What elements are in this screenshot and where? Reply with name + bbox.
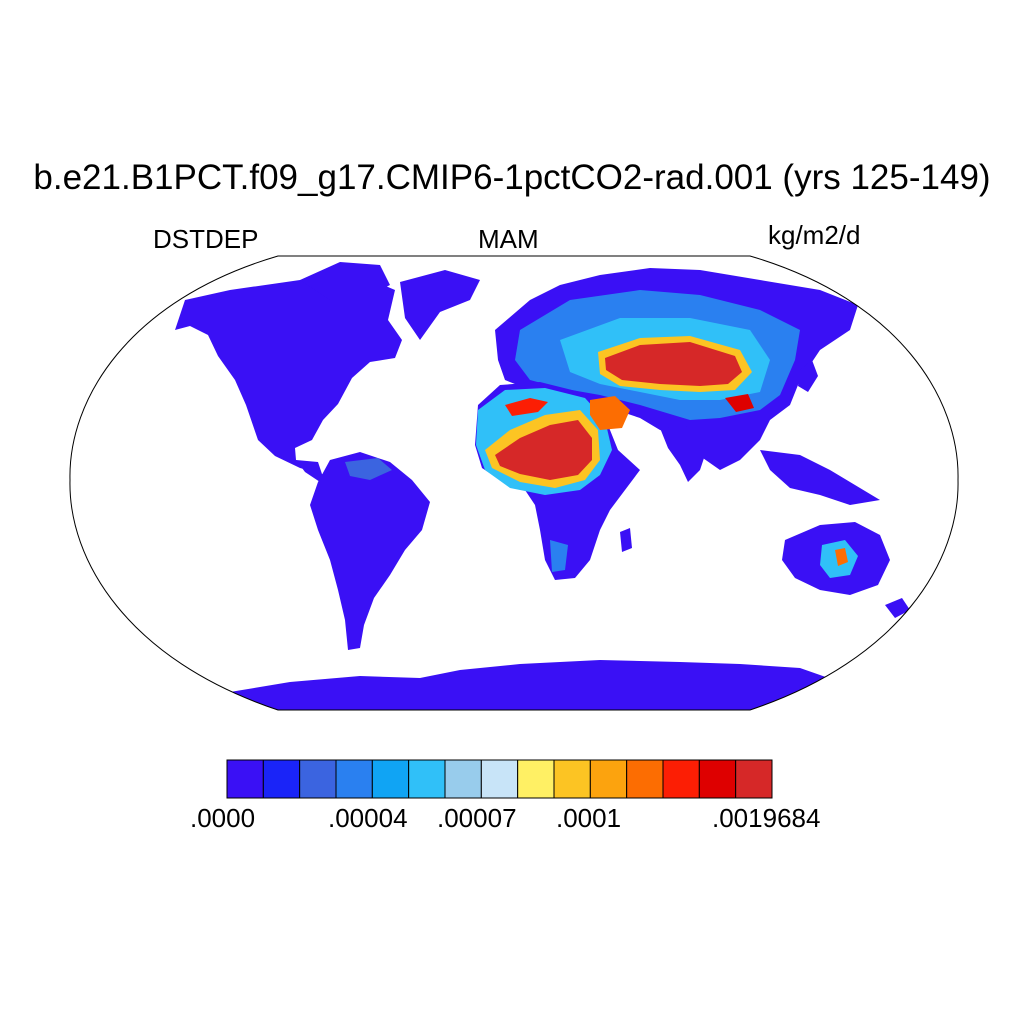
colorbar-box-12 (662, 759, 700, 799)
madagascar (620, 528, 632, 552)
colorbar-box-7 (480, 759, 519, 799)
greenland (400, 270, 480, 340)
japan (798, 360, 818, 392)
india-region (660, 426, 710, 482)
new-zealand (885, 598, 910, 618)
land-field (175, 262, 910, 710)
north-america-region (175, 275, 402, 474)
colorbar-box-4 (371, 759, 410, 799)
colorbar-box-3 (335, 759, 373, 799)
colorbar-box-1 (262, 759, 301, 799)
amazon-dust (345, 458, 392, 480)
colorbar-box-10 (589, 759, 628, 799)
variable-label: DSTDEP (153, 224, 259, 254)
colorbar-box-2 (299, 759, 337, 799)
colorbar-box-9 (553, 759, 591, 799)
sahara-north-band (505, 398, 548, 416)
canada-arctic (300, 262, 390, 300)
colorbar-box-5 (408, 759, 446, 799)
southern-africa-dust (550, 540, 568, 572)
colorbar-box-13 (698, 759, 737, 799)
arabia-dust (590, 396, 630, 430)
colorbar-box-8 (517, 759, 555, 799)
colorbar-label-2: .00007 (437, 803, 517, 833)
plot-title: b.e21.B1PCT.f09_g17.CMIP6-1pctCO2-rad.00… (33, 158, 991, 197)
australia-dust-core (835, 548, 848, 566)
colorbar-label-0: .0000 (190, 803, 256, 833)
asia-dust-core (605, 342, 742, 386)
colorbar-label-3: .0001 (556, 803, 622, 833)
colorbar-label-1: .00004 (328, 803, 408, 833)
sahara-dust-core (495, 420, 592, 480)
season-label: MAM (478, 224, 539, 254)
colorbar-box-6 (444, 759, 482, 799)
colorbar-box-14 (735, 759, 773, 799)
colorbar-box-0 (226, 759, 264, 799)
map-border (69, 255, 959, 711)
units-label: kg/m2/d (768, 220, 861, 250)
south-america-region (310, 452, 430, 650)
colorbar (226, 759, 773, 799)
tibet-dust (725, 394, 754, 412)
se-asia-islands (760, 450, 880, 505)
colorbar-box-11 (626, 759, 664, 799)
antarctica-region (200, 660, 860, 710)
colorbar-label-4: .0019684 (712, 803, 821, 833)
